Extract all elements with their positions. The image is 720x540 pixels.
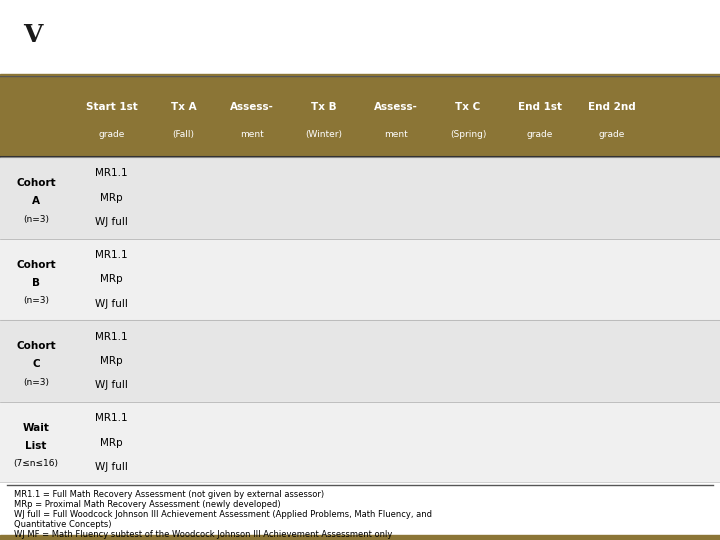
Bar bbox=[0, 157, 720, 239]
Text: VANDERBILT: VANDERBILT bbox=[72, 19, 134, 28]
Bar bbox=[0, 536, 720, 540]
Text: Wait: Wait bbox=[22, 423, 50, 433]
Text: WJ full: WJ full bbox=[95, 462, 128, 472]
Text: MRp: MRp bbox=[100, 193, 123, 203]
Text: MR1.1 = Full Math Recovery Assessment (not given by external assessor): MR1.1 = Full Math Recovery Assessment (n… bbox=[14, 490, 325, 499]
Text: (Fall): (Fall) bbox=[173, 130, 194, 139]
Text: MR Treatment and Assessment Cycle for: MR Treatment and Assessment Cycle for bbox=[158, 37, 460, 50]
Text: C: C bbox=[32, 359, 40, 369]
Text: MR1.1: MR1.1 bbox=[95, 413, 128, 423]
Bar bbox=[0, 76, 720, 157]
Text: ment: ment bbox=[384, 130, 408, 139]
Text: WJ full: WJ full bbox=[95, 381, 128, 390]
Text: (n=3): (n=3) bbox=[23, 377, 49, 387]
Text: A: A bbox=[32, 196, 40, 206]
Text: B: B bbox=[32, 278, 40, 288]
Text: Tx C: Tx C bbox=[455, 102, 481, 112]
Text: grade: grade bbox=[527, 130, 553, 139]
Text: Cohort: Cohort bbox=[16, 260, 56, 270]
Text: Each School: Each School bbox=[158, 58, 248, 71]
Bar bbox=[0, 239, 720, 320]
Text: PEABODY COLLEGE: PEABODY COLLEGE bbox=[72, 41, 145, 50]
Text: MR1.1: MR1.1 bbox=[95, 168, 128, 178]
Text: Cohort: Cohort bbox=[16, 178, 56, 188]
Text: WJ MF = Math Fluency subtest of the Woodcock Johnson III Achievement Assessment : WJ MF = Math Fluency subtest of the Wood… bbox=[14, 530, 393, 539]
Text: MRp: MRp bbox=[100, 356, 123, 366]
Text: (n=3): (n=3) bbox=[23, 296, 49, 305]
Text: Figure 1:: Figure 1: bbox=[158, 11, 222, 24]
Text: College of Education &
Human Development: College of Education & Human Development bbox=[578, 17, 689, 38]
Text: Tx B: Tx B bbox=[311, 102, 337, 112]
Text: (n=3): (n=3) bbox=[23, 214, 49, 224]
Text: WJ full = Full Woodcock Johnson III Achievement Assessment (Applied Problems, Ma: WJ full = Full Woodcock Johnson III Achi… bbox=[14, 510, 433, 519]
Text: Start 1st: Start 1st bbox=[86, 102, 138, 112]
Text: Assess-: Assess- bbox=[374, 102, 418, 112]
Text: End 2nd: End 2nd bbox=[588, 102, 636, 112]
Bar bbox=[7, 8, 58, 69]
Text: End 1st: End 1st bbox=[518, 102, 562, 112]
Text: Tx A: Tx A bbox=[171, 102, 197, 112]
Bar bbox=[0, 402, 720, 483]
Text: WJ full: WJ full bbox=[95, 218, 128, 227]
Bar bbox=[0, 73, 720, 78]
Text: (Spring): (Spring) bbox=[450, 130, 486, 139]
Text: MRp: MRp bbox=[100, 437, 123, 448]
Text: Cohort: Cohort bbox=[16, 341, 56, 352]
Text: MRp: MRp bbox=[100, 274, 123, 285]
Text: Assess-: Assess- bbox=[230, 102, 274, 112]
Text: List: List bbox=[25, 441, 47, 451]
Text: MR1.1: MR1.1 bbox=[95, 250, 128, 260]
Text: MR1.1: MR1.1 bbox=[95, 332, 128, 341]
Text: grade: grade bbox=[99, 130, 125, 139]
Text: Quantitative Concepts): Quantitative Concepts) bbox=[14, 520, 112, 529]
Text: WJ full: WJ full bbox=[95, 299, 128, 309]
Text: grade: grade bbox=[599, 130, 625, 139]
Text: (Winter): (Winter) bbox=[305, 130, 343, 139]
Text: ment: ment bbox=[240, 130, 264, 139]
Text: V: V bbox=[23, 23, 42, 47]
Bar bbox=[0, 320, 720, 402]
Text: MRp = Proximal Math Recovery Assessment (newly developed): MRp = Proximal Math Recovery Assessment … bbox=[14, 500, 281, 509]
Text: (7≤n≤16): (7≤n≤16) bbox=[14, 459, 58, 468]
